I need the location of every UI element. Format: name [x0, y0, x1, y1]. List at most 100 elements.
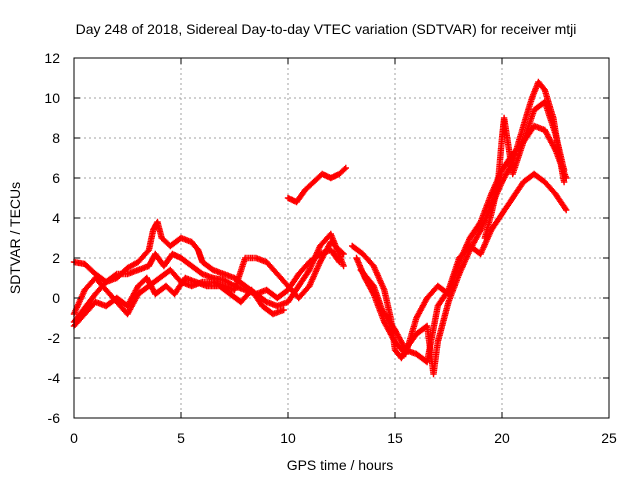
- data-point: [490, 229, 493, 231]
- data-point: [458, 273, 461, 275]
- data-point: [563, 181, 565, 183]
- data-marks: [70, 78, 570, 378]
- x-tick-label: 5: [177, 430, 185, 446]
- data-point: [565, 209, 567, 211]
- data-point: [479, 253, 482, 255]
- data-point: [544, 129, 546, 131]
- x-axis-label: GPS time / hours: [287, 457, 394, 473]
- data-point: [94, 273, 97, 275]
- y-axis-label: SDTVAR / TECUs: [7, 182, 23, 294]
- data-point: [383, 289, 386, 291]
- y-tick-label: 8: [52, 130, 60, 146]
- data-point: [338, 261, 341, 263]
- data-point: [152, 229, 154, 231]
- data-point: [265, 261, 268, 263]
- data-point: [372, 265, 375, 267]
- data-point: [533, 109, 535, 111]
- y-axis-ticks: -6 -4 -2 0 2 4 6 8 10 12: [44, 50, 609, 426]
- data-point: [426, 297, 428, 299]
- data-point: [137, 269, 139, 271]
- data-point: [447, 301, 450, 303]
- data-point: [554, 133, 557, 135]
- plot-frame: [73, 57, 610, 419]
- data-point: [342, 253, 345, 255]
- data-point: [83, 313, 86, 315]
- data-point: [105, 305, 107, 307]
- data-point: [145, 277, 148, 279]
- data-point: [116, 301, 118, 303]
- data-point: [94, 277, 97, 279]
- y-tick-label: 10: [44, 90, 60, 106]
- data-point: [565, 177, 567, 179]
- data-point: [355, 257, 358, 259]
- data-point: [154, 253, 157, 255]
- data-point: [383, 321, 386, 323]
- data-point: [319, 261, 321, 263]
- data-point: [94, 301, 97, 303]
- data-point: [83, 289, 86, 291]
- y-tick-label: 0: [52, 290, 60, 306]
- data-point: [484, 237, 486, 239]
- data-point: [415, 333, 418, 335]
- data-point: [304, 189, 306, 191]
- data-point: [297, 285, 300, 287]
- data-point: [276, 305, 279, 307]
- data-point: [503, 117, 505, 119]
- data-point: [276, 297, 279, 299]
- data-point: [479, 229, 482, 231]
- data-point: [156, 221, 159, 223]
- x-tick-label: 0: [70, 430, 78, 446]
- data-point: [116, 277, 118, 279]
- data-point: [342, 265, 345, 267]
- data-point: [479, 221, 482, 223]
- data-point: [321, 173, 324, 175]
- data-point: [458, 257, 461, 259]
- series-track-h: [357, 170, 570, 366]
- data-point: [501, 181, 503, 183]
- data-point: [447, 289, 450, 291]
- data-point: [319, 253, 321, 255]
- data-point: [229, 293, 232, 295]
- data-point: [330, 177, 332, 179]
- data-point: [250, 289, 253, 291]
- series-track-e: [284, 164, 349, 206]
- data-point: [437, 285, 439, 287]
- data-point: [344, 167, 347, 169]
- data-point: [404, 353, 407, 355]
- data-point: [190, 265, 193, 267]
- data-point: [261, 305, 264, 307]
- data-point: [233, 277, 236, 279]
- data-point: [212, 281, 214, 283]
- data-point: [105, 289, 107, 291]
- data-point: [276, 273, 279, 275]
- series-track-i: [481, 114, 570, 242]
- data-point: [165, 285, 167, 287]
- data-point: [544, 181, 546, 183]
- data-point: [148, 249, 150, 251]
- data-point: [511, 197, 514, 199]
- data-point: [372, 285, 375, 287]
- data-point: [201, 261, 204, 263]
- data-point: [297, 273, 300, 275]
- data-point: [255, 257, 257, 259]
- data-point: [126, 313, 129, 315]
- data-point: [265, 301, 268, 303]
- series-marker-path: [70, 218, 347, 326]
- data-point: [163, 265, 165, 267]
- data-point: [490, 213, 493, 215]
- data-point: [400, 357, 403, 359]
- data-point: [223, 279, 225, 281]
- data-point: [496, 185, 499, 187]
- data-point: [190, 241, 193, 243]
- data-point: [511, 173, 514, 175]
- data-point: [415, 317, 418, 319]
- x-tick-label: 20: [494, 430, 510, 446]
- data-point: [297, 297, 300, 299]
- data-point: [137, 293, 139, 295]
- data-point: [180, 237, 182, 239]
- data-point: [154, 293, 157, 295]
- x-axis-ticks: 0 5 10 15 20 25: [70, 58, 617, 446]
- data-point: [105, 281, 107, 283]
- y-tick-label: 2: [52, 250, 60, 266]
